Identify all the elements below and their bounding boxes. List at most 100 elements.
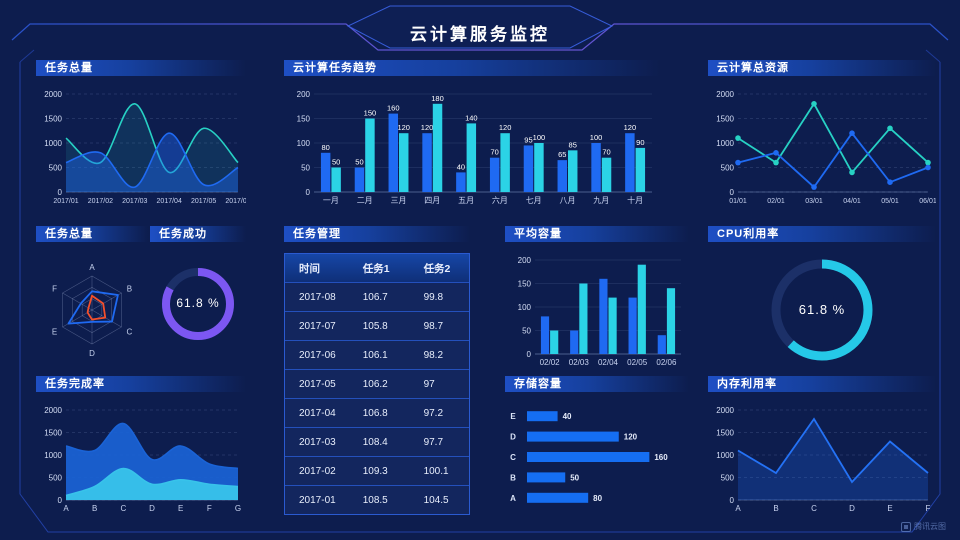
bar	[550, 330, 559, 354]
svg-text:06/01: 06/01	[919, 198, 936, 205]
bar-series	[540, 278, 666, 354]
svg-text:十月: 十月	[627, 195, 643, 205]
svg-text:500: 500	[49, 164, 63, 173]
table-header-cell: 任务2	[423, 262, 451, 275]
bar	[500, 133, 510, 192]
svg-text:C: C	[811, 504, 817, 513]
task-total-area-chart: 0 500 1000 1500 2000 2017/01 2017/02 2017/03 201…	[36, 80, 251, 208]
svg-text:04/01: 04/01	[843, 198, 861, 205]
panel-task-total-radar: 任务总量 A B C D E F	[36, 226, 148, 368]
svg-text:A: A	[89, 263, 95, 272]
line-series	[737, 417, 929, 500]
data-point	[887, 125, 893, 132]
radar-series	[67, 290, 119, 325]
svg-text:03/01: 03/01	[805, 198, 823, 205]
data-point	[849, 169, 855, 176]
cloud-task-trend-bar-chart: 0 50 100 150 200 一月 二月 三月 四月 五月 六月 七月 八月 九月 十月 80 50 160 1…	[284, 80, 660, 208]
table-header-cell: 任务1	[362, 262, 390, 275]
svg-text:200: 200	[297, 90, 311, 99]
svg-text:500: 500	[49, 474, 63, 483]
svg-text:五月: 五月	[458, 196, 474, 205]
svg-text:70: 70	[602, 148, 610, 157]
svg-text:120: 120	[397, 123, 410, 132]
svg-text:D: D	[849, 504, 855, 513]
data-point	[925, 159, 931, 166]
bar	[601, 157, 612, 192]
bar	[534, 143, 544, 192]
table-cell: 2017-07	[299, 320, 336, 332]
svg-text:B: B	[127, 284, 132, 293]
svg-text:02/02: 02/02	[540, 358, 561, 367]
svg-text:B: B	[773, 504, 778, 513]
bar	[570, 330, 579, 354]
cloud-total-resources-line-chart: 0 500 1000 1500 2000 01/01 02/01 03/01 04/01 05/0…	[708, 80, 937, 208]
svg-text:500: 500	[721, 474, 735, 483]
svg-text:100: 100	[297, 139, 311, 148]
svg-text:A: A	[63, 504, 69, 513]
data-point	[735, 135, 741, 141]
panel-title: 任务总量	[36, 226, 148, 242]
svg-text:一月: 一月	[323, 196, 339, 205]
panel-title: 平均容量	[505, 226, 689, 242]
data-point	[773, 150, 779, 156]
svg-text:E: E	[178, 504, 183, 513]
line-series	[735, 130, 931, 190]
area-series	[65, 132, 239, 192]
bar	[399, 133, 409, 192]
data-point	[887, 179, 893, 185]
table-cell: 106.7	[362, 291, 388, 303]
svg-text:C: C	[120, 504, 126, 513]
panel-task-management: 任务管理 时间 任务1 任务2 2017-08 106.7 99.8 2017-07 105.…	[284, 226, 470, 516]
svg-text:C: C	[127, 328, 133, 337]
svg-text:B: B	[92, 504, 97, 513]
svg-text:A: A	[510, 494, 516, 503]
panel-task-success: 任务成功 61.8 %	[150, 226, 246, 368]
svg-text:2000: 2000	[716, 90, 734, 99]
svg-text:A: A	[735, 504, 741, 513]
radar-series	[86, 294, 107, 321]
svg-text:120: 120	[499, 123, 512, 132]
svg-text:50: 50	[522, 327, 531, 336]
svg-text:八月: 八月	[560, 196, 576, 205]
svg-text:0: 0	[527, 350, 532, 359]
svg-text:100: 100	[590, 133, 603, 142]
svg-text:2000: 2000	[44, 90, 62, 99]
svg-text:2017/03: 2017/03	[122, 198, 147, 205]
bar	[625, 133, 635, 192]
table-row: 2017-01 108.5 104.5	[285, 485, 469, 514]
svg-text:50: 50	[301, 164, 310, 173]
bar	[432, 103, 443, 192]
table-row: 2017-02 109.3 100.1	[285, 456, 469, 485]
area-series	[65, 103, 239, 192]
panel-title: 云计算任务趋势	[284, 60, 660, 76]
table-cell: 109.3	[362, 465, 388, 477]
panel-cloud-task-trend: 云计算任务趋势 0 50 100 150 200 一月 二月 三月 四月 五月 六月 七月 八月 九月 十月…	[284, 60, 660, 210]
table-cell: 98.2	[423, 349, 444, 361]
svg-text:0: 0	[306, 188, 311, 197]
table-row: 2017-03 108.4 97.7	[285, 427, 469, 456]
table-row: 2017-07 105.8 98.7	[285, 311, 469, 340]
area-series	[65, 467, 239, 500]
svg-text:D: D	[510, 433, 516, 442]
svg-text:1500: 1500	[44, 429, 62, 438]
table-cell: 108.4	[362, 436, 388, 448]
table-cell: 105.8	[362, 320, 388, 332]
task-completion-area-chart: 0 500 1000 1500 2000 A B C D E F G	[36, 396, 246, 516]
bar	[456, 172, 466, 192]
svg-text:2017/06: 2017/06	[225, 198, 246, 205]
data-point	[925, 164, 931, 171]
data-table: 时间 任务1 任务2 2017-08 106.7 99.8 2017-07 105.8 98.7…	[284, 253, 470, 515]
svg-text:1500: 1500	[716, 115, 734, 124]
svg-text:1000: 1000	[716, 451, 734, 460]
svg-text:180: 180	[431, 94, 444, 103]
memory-utilization-line-chart: 0 500 1000 1500 2000 A B C D E F	[708, 396, 936, 516]
svg-text:160: 160	[654, 453, 668, 462]
svg-text:1000: 1000	[44, 139, 62, 148]
svg-text:200: 200	[518, 256, 532, 265]
svg-text:70: 70	[490, 148, 498, 157]
task-total-radar-chart: A B C D E F	[36, 246, 148, 366]
table-header-row: 时间 任务1 任务2	[285, 254, 469, 282]
svg-text:50: 50	[332, 158, 340, 167]
svg-text:1000: 1000	[716, 139, 734, 148]
panel-storage-capacity: 存储容量 E 40 D 120 C 160 B 50 A 80	[505, 376, 689, 512]
